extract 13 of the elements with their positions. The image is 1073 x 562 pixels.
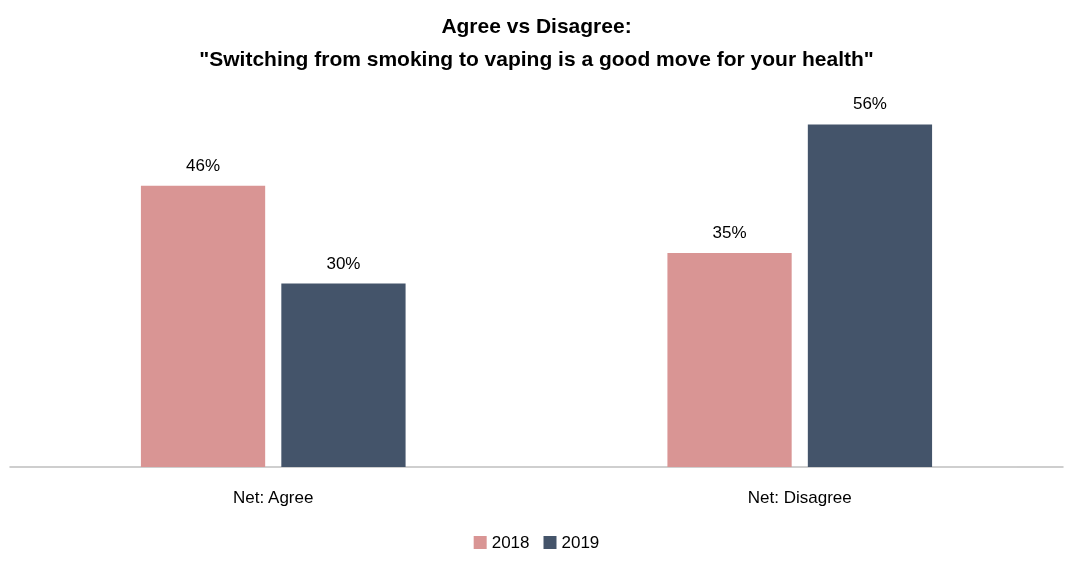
legend-label: 2019 (561, 533, 600, 552)
data-label: 56% (852, 94, 887, 114)
bar (667, 252, 792, 467)
x-tick-label: Net: Disagree (747, 488, 852, 507)
data-label: 46% (186, 155, 221, 175)
bar (807, 124, 933, 467)
bar (281, 283, 406, 467)
chart-title: Agree vs Disagree: "Switching from smoking to vaping is a good move for your health" (199, 14, 874, 70)
data-label: 35% (712, 222, 747, 242)
legend-label: 2018 (491, 533, 530, 552)
data-label: 30% (326, 253, 361, 273)
bar (140, 185, 266, 467)
x-tick-label: Net: Agree (233, 488, 314, 507)
